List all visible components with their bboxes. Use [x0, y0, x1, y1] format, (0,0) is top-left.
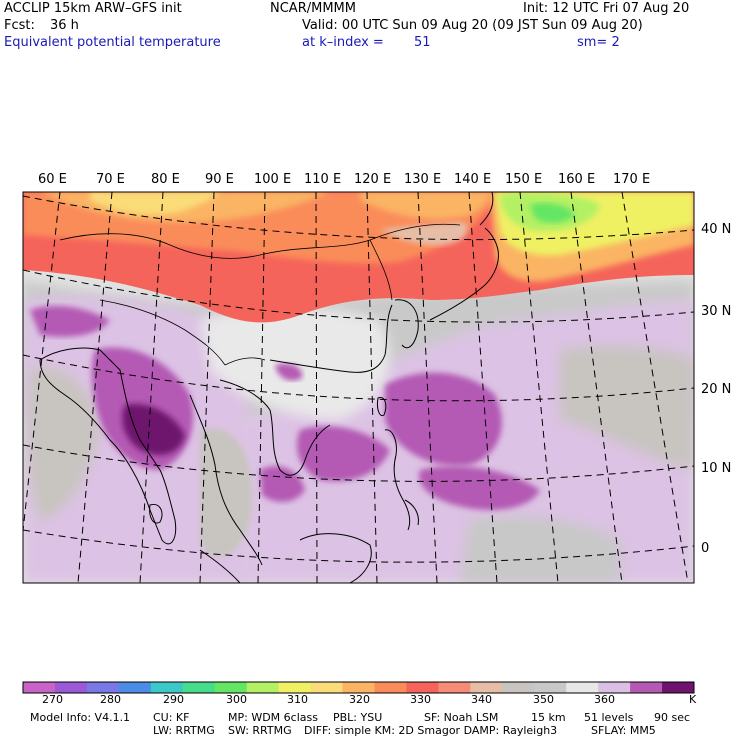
lon-label-90: 90 E	[205, 172, 234, 187]
lon-label-160: 160 E	[558, 172, 596, 187]
lat-label-20: 20 N	[701, 382, 732, 397]
footer-timestep: 90 sec	[654, 711, 691, 724]
colorbar-swatch	[54, 682, 88, 693]
lon-label-110: 110 E	[304, 172, 342, 187]
footer-model-info: Model Info: V4.1.1	[30, 711, 131, 724]
coastlines	[39, 192, 499, 583]
colorbar-swatch	[118, 682, 152, 693]
colorbar-swatch	[438, 682, 471, 693]
footer-mp: MP: WDM 6class	[228, 711, 318, 724]
lon-label-100: 100 E	[254, 172, 292, 187]
colorbar-label-340: 340	[471, 693, 492, 706]
colorbar-label-300: 300	[226, 693, 247, 706]
footer-sflay: SFLAY: MM5	[591, 724, 656, 737]
colorbar-swatch	[214, 682, 248, 693]
colorbar-swatch	[182, 682, 216, 693]
colorbar-swatch	[342, 682, 375, 693]
footer-diff: DIFF: simple KM: 2D Smagor DAMP: Rayleig…	[304, 724, 558, 737]
colorbar-swatch	[630, 682, 663, 693]
lon-label-60: 60 E	[38, 172, 67, 187]
colorbar-swatch	[502, 682, 535, 693]
lon-label-140: 140 E	[454, 172, 492, 187]
colorbar-label-320: 320	[349, 693, 370, 706]
lon-label-130: 130 E	[404, 172, 442, 187]
colorbar	[22, 681, 695, 694]
colorbar-label-290: 290	[163, 693, 184, 706]
colorbar-label-330: 330	[410, 693, 431, 706]
colorbar-swatch	[662, 682, 695, 693]
lat-label-10: 10 N	[701, 461, 732, 476]
lon-label-70: 70 E	[96, 172, 125, 187]
colorbar-swatch	[310, 682, 344, 693]
footer-lw: LW: RRTMG	[153, 724, 215, 737]
map-frame	[22, 191, 695, 584]
colorbar-label-270: 270	[42, 693, 63, 706]
footer-resolution: 15 km	[531, 711, 566, 724]
smoothing: sm= 2	[577, 35, 620, 50]
footer-sw: SW: RRTMG	[228, 724, 292, 737]
colorbar-swatch	[150, 682, 184, 693]
colorbar-label-310: 310	[287, 693, 308, 706]
forecast-hours: 36 h	[50, 18, 79, 33]
footer-sf: SF: Noah LSM	[424, 711, 499, 724]
lon-label-120: 120 E	[354, 172, 392, 187]
organization: NCAR/MMMM	[270, 1, 356, 16]
footer-pbl: PBL: YSU	[333, 711, 383, 724]
colorbar-label-280: 280	[100, 693, 121, 706]
lat-label-40: 40 N	[701, 222, 732, 237]
field-name: Equivalent potential temperature	[4, 35, 221, 50]
lat-label-30: 30 N	[701, 304, 732, 319]
colorbar-label-360: 360	[594, 693, 615, 706]
lon-label-80: 80 E	[151, 172, 180, 187]
level-value: 51	[414, 35, 431, 50]
colorbar-swatch	[534, 682, 567, 693]
colorbar-swatch	[566, 682, 599, 693]
init-time: Init: 12 UTC Fri 07 Aug 20	[523, 1, 690, 16]
colorbar-swatch	[23, 682, 56, 693]
colorbar-swatch	[470, 682, 503, 693]
lon-label-150: 150 E	[505, 172, 543, 187]
colorbar-swatch	[406, 682, 439, 693]
lon-label-170: 170 E	[613, 172, 651, 187]
colorbar-unit: K	[689, 693, 697, 706]
footer-cu: CU: KF	[153, 711, 190, 724]
theta-e-field	[23, 192, 694, 583]
model-title: ACCLIP 15km ARW–GFS init	[4, 1, 182, 16]
colorbar-swatch	[86, 682, 120, 693]
forecast-label: Fcst:	[4, 18, 35, 33]
colorbar-frame	[22, 681, 695, 694]
colorbar-swatch	[278, 682, 312, 693]
valid-time: Valid: 00 UTC Sun 09 Aug 20 (09 JST Sun …	[302, 18, 643, 33]
colorbar-swatch	[246, 682, 280, 693]
footer-levels: 51 levels	[584, 711, 634, 724]
colorbar-swatch	[598, 682, 631, 693]
level-label: at k–index =	[302, 35, 384, 50]
graticule	[23, 192, 694, 583]
colorbar-label-350: 350	[533, 693, 554, 706]
lat-label-0: 0	[701, 541, 710, 556]
colorbar-swatch	[374, 682, 407, 693]
